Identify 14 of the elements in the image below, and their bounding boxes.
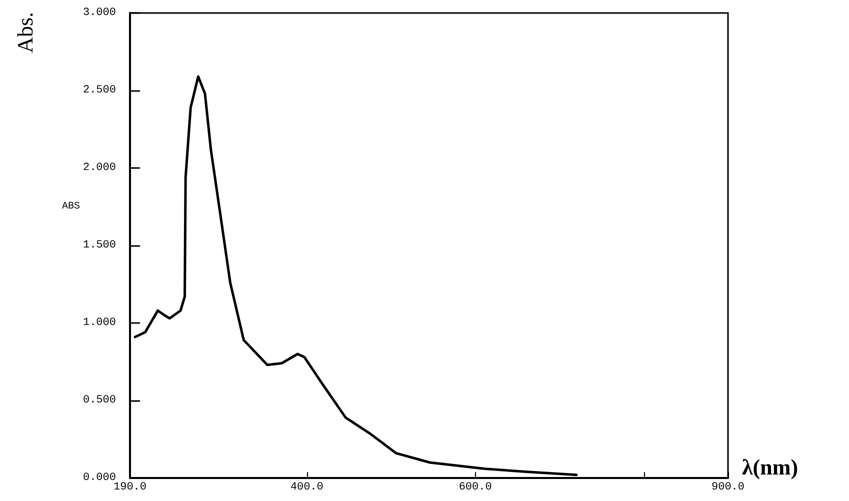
y-axis-title: Abs. xyxy=(12,12,38,53)
y-tick-label: 1.500 xyxy=(82,240,116,252)
y-tick-label: 0.000 xyxy=(82,472,116,484)
y-tick-label: 3.000 xyxy=(82,7,116,19)
y-tick-label: 1.000 xyxy=(82,317,116,329)
x-tick-label: 190.0 xyxy=(113,482,147,494)
x-tick-label: 600.0 xyxy=(458,482,492,494)
x-axis-title: λ(nm) xyxy=(742,454,798,480)
text: ABS xyxy=(62,202,80,212)
y-tick-label: 2.500 xyxy=(82,84,116,96)
x-tick-label: 900.0 xyxy=(711,482,745,494)
y-tick-label: 2.000 xyxy=(82,162,116,174)
x-tick-label: 400.0 xyxy=(290,482,324,494)
y-tick-label: 0.500 xyxy=(82,394,116,406)
